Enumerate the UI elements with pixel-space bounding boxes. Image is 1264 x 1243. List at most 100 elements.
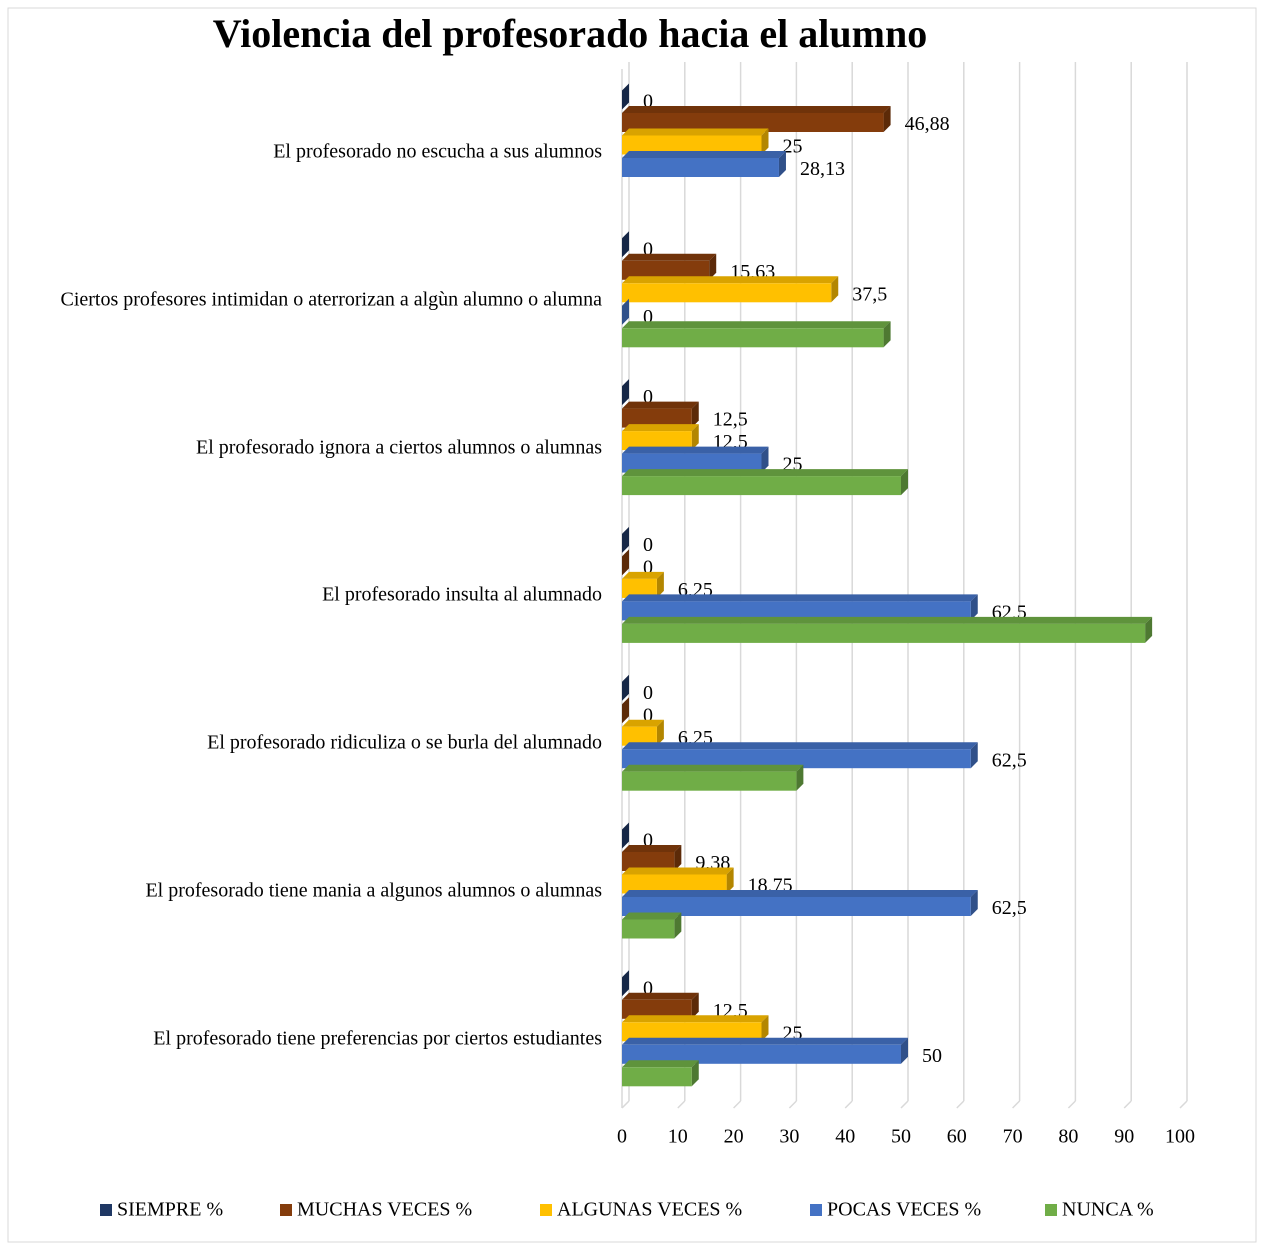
bar	[622, 726, 657, 746]
bar-side	[761, 446, 769, 473]
x-tick-label: 40	[835, 1126, 855, 1148]
bar	[622, 749, 971, 769]
category-label-box: El profesorado tiene mania a algunos alu…	[2, 878, 602, 905]
bar	[622, 601, 971, 621]
bar-top	[622, 424, 699, 432]
bar	[622, 328, 884, 348]
bar	[622, 623, 1146, 643]
bar-side	[691, 424, 699, 451]
bar-top	[622, 616, 1153, 624]
bar	[622, 1044, 901, 1064]
data-label: 0	[643, 977, 653, 999]
bar	[622, 1067, 692, 1087]
bar-top	[622, 1037, 908, 1045]
bar	[622, 1022, 762, 1042]
x-tick-label: 30	[779, 1126, 799, 1148]
legend-swatch	[100, 1204, 112, 1216]
bar-side	[622, 298, 629, 325]
bar-top	[622, 719, 664, 727]
bar-side	[970, 594, 978, 621]
bar-top	[622, 321, 891, 329]
bar-side	[622, 379, 629, 406]
legend-label: SIEMPRE %	[117, 1199, 223, 1221]
data-label: 25	[783, 136, 803, 158]
bar-side	[622, 674, 629, 701]
bar-side	[970, 890, 978, 916]
category-label: El profesorado ridiculiza o se burla del…	[207, 731, 602, 754]
bar	[622, 408, 692, 428]
data-label: 37,5	[852, 283, 887, 305]
bar-top	[622, 128, 769, 136]
bar	[622, 771, 797, 791]
grid-line-depth	[788, 1100, 797, 1109]
category-label-box: El profesorado tiene preferencias por ci…	[2, 1025, 602, 1052]
bar-side	[622, 697, 629, 724]
data-label: 0	[643, 238, 653, 260]
bar-top	[622, 446, 769, 454]
data-label: 12,5	[713, 409, 748, 431]
data-label: 0	[643, 306, 653, 328]
bar-side	[656, 571, 664, 598]
bar-side	[778, 151, 786, 177]
x-tick-label: 20	[724, 1126, 744, 1148]
category-label-box: El profesorado ridiculiza o se burla del…	[2, 730, 602, 757]
category-label: Ciertos profesores intimidan o aterroriz…	[60, 288, 602, 311]
x-tick-label: 60	[947, 1126, 967, 1148]
bar-side	[901, 1037, 908, 1064]
bar-side	[622, 231, 629, 258]
bar-side	[691, 1060, 699, 1087]
data-label: 62,5	[992, 897, 1027, 919]
category-label: El profesorado no escucha a sus alumnos	[273, 140, 602, 163]
bar-side	[656, 719, 664, 746]
bar-side	[622, 970, 629, 997]
category-label: El profesorado tiene preferencias por ci…	[153, 1027, 602, 1050]
data-label: 28,13	[800, 158, 845, 180]
legend-label: NUNCA %	[1062, 1199, 1154, 1221]
bar	[622, 260, 710, 280]
grid-line-depth	[1067, 1100, 1076, 1109]
data-label: 0	[643, 682, 653, 704]
category-label: El profesorado ignora a ciertos alumnos …	[196, 436, 602, 459]
bar	[622, 897, 971, 916]
bar	[622, 158, 779, 177]
bar-side	[691, 401, 699, 428]
bar-side	[674, 912, 682, 939]
bar-side	[709, 253, 717, 280]
bar-top	[622, 571, 664, 579]
data-label: 62,5	[992, 749, 1027, 771]
bar	[622, 919, 675, 939]
bar-side	[622, 83, 629, 110]
data-label: 0	[643, 534, 653, 556]
bar	[622, 135, 762, 155]
bar-top	[622, 1015, 769, 1023]
bar-side	[796, 764, 804, 791]
bar-side	[761, 128, 769, 155]
bar-top	[622, 276, 839, 284]
bar-top	[622, 594, 978, 602]
bar	[622, 431, 692, 451]
chart-title: Violencia del profesorado hacia el alumn…	[213, 11, 927, 56]
legend-label: ALGUNAS VECES %	[557, 1199, 742, 1221]
bar-top	[622, 764, 804, 772]
bar-top	[622, 992, 699, 1000]
data-label: 46,88	[905, 113, 950, 135]
data-label: 0	[643, 91, 653, 113]
bar-side	[1145, 616, 1153, 643]
bar	[622, 852, 675, 871]
x-tick-label: 100	[1165, 1126, 1195, 1148]
grid-line-depth	[900, 1100, 909, 1109]
bar-top	[622, 151, 786, 158]
grid-line-depth	[1012, 1100, 1021, 1109]
bar-top	[622, 469, 908, 477]
bar-top	[622, 401, 699, 409]
grid-line-depth	[1179, 1100, 1188, 1109]
bar-side	[726, 867, 734, 894]
grid-line-depth	[1123, 1100, 1132, 1109]
category-label-box: Ciertos profesores intimidan o aterroriz…	[2, 286, 602, 313]
bar	[622, 999, 692, 1019]
data-label: 0	[643, 556, 653, 578]
x-tick-label: 10	[668, 1126, 688, 1148]
bar-side	[970, 742, 978, 769]
